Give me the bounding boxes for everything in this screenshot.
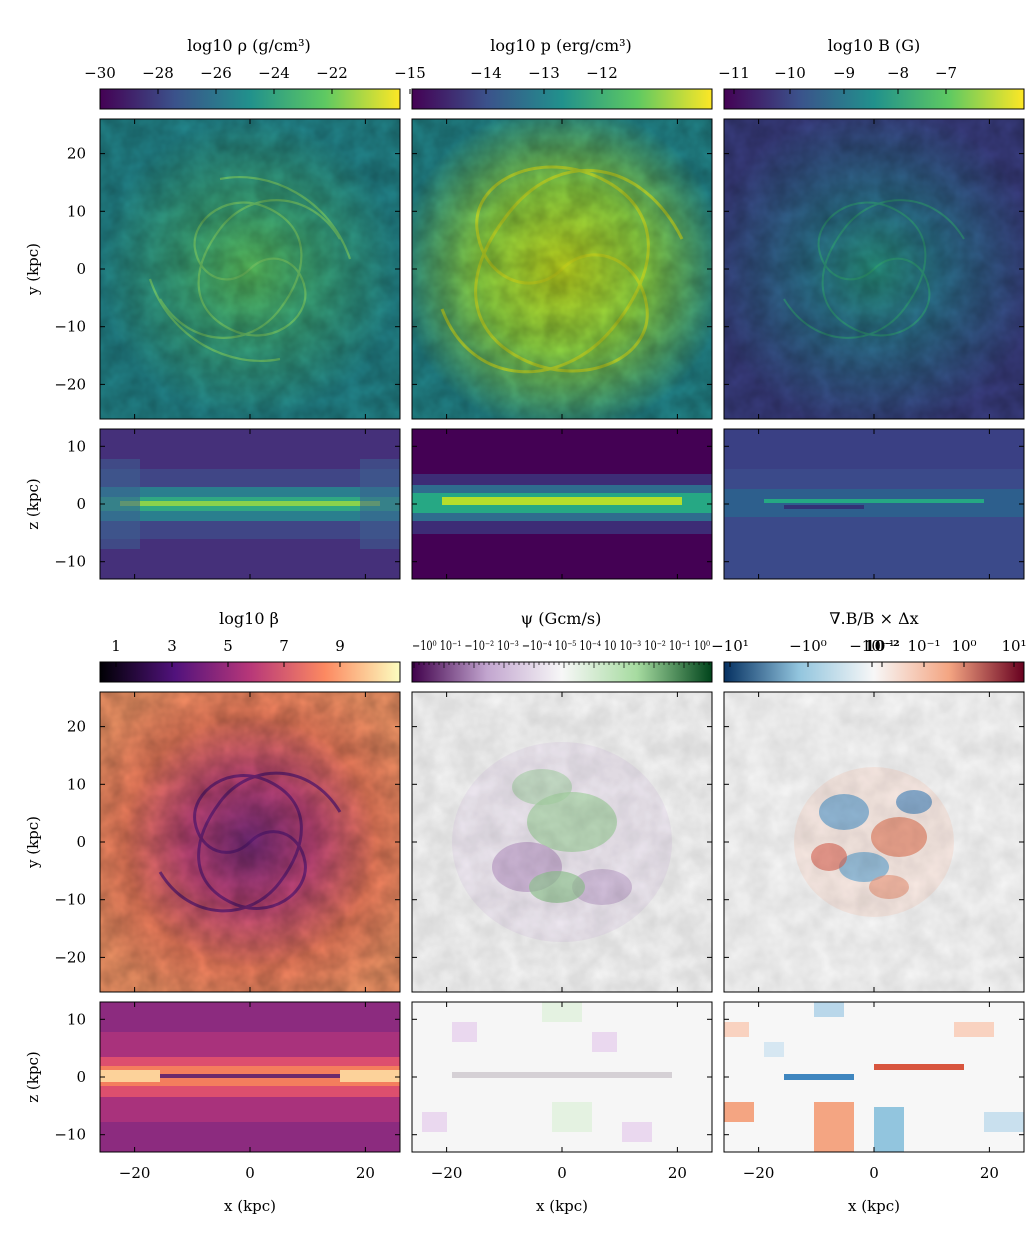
colorbar-tick-label: −7 — [935, 64, 957, 82]
xlabel-col2: x (kpc) — [536, 1197, 588, 1215]
x-tick-label: 20 — [980, 1164, 999, 1182]
colorbar-ticks: 1 3 5 7 9 — [111, 637, 345, 667]
y-tick-label: −20 — [54, 948, 86, 966]
colorbar-ticks: −11 −10 −9 −8 −7 — [718, 64, 957, 94]
x-tick-label: −20 — [119, 1164, 151, 1182]
panel-rho-face — [99, 118, 401, 420]
colorbar-strip — [411, 661, 713, 683]
colorbar-ticks: −30 −28 −26 −24 −22 −15 — [84, 64, 426, 94]
colorbar-strip — [723, 88, 1025, 110]
colorbar-tick-label: −9 — [833, 64, 855, 82]
colorbar-tick-label: −8 — [887, 64, 909, 82]
colorbar-minor-ticks — [413, 662, 710, 668]
y-tick-label: 10 — [67, 1010, 86, 1028]
x-tick-label: 0 — [245, 1164, 255, 1182]
colorbar-tick-label: −24 — [258, 64, 290, 82]
colorbar-tick-label: 10⁰ — [951, 637, 976, 655]
x-tick-label: 0 — [557, 1164, 567, 1182]
ylabel-bottom-edge: z (kpc) — [24, 1051, 42, 1102]
panel-psi-face — [411, 691, 713, 993]
panel-b-face — [723, 118, 1025, 420]
panel-beta-edge — [99, 1001, 401, 1153]
y-tick-label: 20 — [67, 718, 86, 736]
panel-rho-edge — [99, 428, 401, 580]
colorbar-tick-label: 10⁻¹ — [907, 637, 940, 655]
x-tick-label: −20 — [431, 1164, 463, 1182]
colorbar-tick-labels: −10⁰ 10⁻¹ −10⁻² 10⁻³ −10⁻⁴ 10⁻⁵ 10⁻⁴ 10 … — [412, 639, 710, 654]
y-tick-label: 10 — [67, 202, 86, 220]
colorbar-title: ∇.B/B × Δx — [829, 609, 918, 628]
y-tick-label: −20 — [54, 375, 86, 393]
ylabel-bottom-face: y (kpc) — [24, 816, 42, 869]
colorbar-p: log10 p (erg/cm³) −14 −13 −12 — [411, 36, 713, 110]
colorbar-tick-label: −11 — [718, 64, 750, 82]
colorbar-strip — [411, 88, 713, 110]
panel-beta-face — [99, 691, 401, 993]
colorbar-title: ψ (Gcm/s) — [521, 609, 602, 628]
colorbar-tick-label: −28 — [142, 64, 174, 82]
colorbar-divB: ∇.B/B × Δx −10¹ −10⁰ −10⁻¹10⁻² 10⁻¹ 10⁰ 10¹ — [711, 609, 1027, 683]
colorbar-strip — [99, 661, 401, 683]
colorbar-tick-label: 9 — [335, 637, 345, 655]
colorbar-tick-label: 5 — [223, 637, 233, 655]
x-tick-label: −20 — [743, 1164, 775, 1182]
colorbar-tick-label: −22 — [316, 64, 348, 82]
panel-b-edge — [723, 428, 1025, 580]
colorbar-tick-label: 10¹ — [1001, 637, 1026, 655]
y-tick-label: 0 — [76, 1068, 86, 1086]
colorbar-tick-label: 3 — [167, 637, 177, 655]
colorbar-ticks: −10¹ −10⁰ −10⁻¹10⁻² 10⁻¹ 10⁰ 10¹ — [711, 637, 1027, 667]
colorbar-beta: log10 β 1 3 5 7 9 — [99, 609, 401, 683]
colorbar-psi: ψ (Gcm/s) −10⁰ 10⁻¹ −10⁻² 10⁻³ −10⁻⁴ 10⁻… — [411, 609, 713, 683]
x-tick-label: 20 — [668, 1164, 687, 1182]
colorbar-tick-label: −10 — [774, 64, 806, 82]
colorbar-tick-label: −10⁻¹ — [849, 637, 895, 655]
ylabel-top-face: y (kpc) — [24, 243, 42, 296]
panel-divB-face — [723, 691, 1025, 993]
y-tick-label: 20 — [67, 145, 86, 163]
panel-psi-edge — [411, 1001, 713, 1153]
y-tick-label: 0 — [76, 260, 86, 278]
colorbar-tick-label: −13 — [528, 64, 560, 82]
colorbar-tick-label: 7 — [279, 637, 289, 655]
colorbar-tick-label: −15 — [394, 64, 426, 82]
y-tick-label: −10 — [54, 1126, 86, 1144]
colorbar-tick-label: 1 — [111, 637, 121, 655]
colorbar-b: log10 B (G) −11 −10 −9 −8 −7 — [718, 36, 1025, 110]
y-tick-label: 10 — [67, 437, 86, 455]
xlabel-col3: x (kpc) — [848, 1197, 900, 1215]
colorbar-title: log10 B (G) — [828, 36, 921, 55]
ylabel-top-edge: z (kpc) — [24, 478, 42, 529]
colorbar-strip — [723, 661, 1025, 683]
xlabel-col1: x (kpc) — [224, 1197, 276, 1215]
colorbar-tick-label: 10⁻² — [864, 637, 899, 655]
panel-p-edge — [411, 428, 713, 580]
x-tick-label: 20 — [356, 1164, 375, 1182]
y-tick-label: 0 — [76, 495, 86, 513]
colorbar-title: log10 ρ (g/cm³) — [187, 36, 311, 55]
colorbar-tick-label: −14 — [470, 64, 502, 82]
y-tick-label: −10 — [54, 891, 86, 909]
panel-divB-edge — [723, 1001, 1025, 1153]
colorbar-tick-label: −10¹ — [711, 637, 749, 655]
colorbar-tick-label: −12 — [586, 64, 618, 82]
colorbar-title: log10 β — [219, 609, 279, 628]
colorbar-ticks: −14 −13 −12 — [470, 64, 618, 94]
colorbar-tick-label: −30 — [84, 64, 116, 82]
x-tick-label: 0 — [869, 1164, 879, 1182]
colorbar-rho: log10 ρ (g/cm³) −30 −28 −26 −24 −22 −15 — [84, 36, 426, 110]
colorbar-tick-label: −26 — [200, 64, 232, 82]
colorbar-tick-label: −10⁰ — [789, 637, 827, 655]
y-tick-label: 10 — [67, 775, 86, 793]
y-tick-label: 0 — [76, 833, 86, 851]
colorbar-strip — [99, 88, 401, 110]
panel-p-face — [411, 118, 713, 420]
y-tick-label: −10 — [54, 553, 86, 571]
y-tick-label: −10 — [54, 318, 86, 336]
colorbar-title: log10 p (erg/cm³) — [490, 36, 632, 55]
